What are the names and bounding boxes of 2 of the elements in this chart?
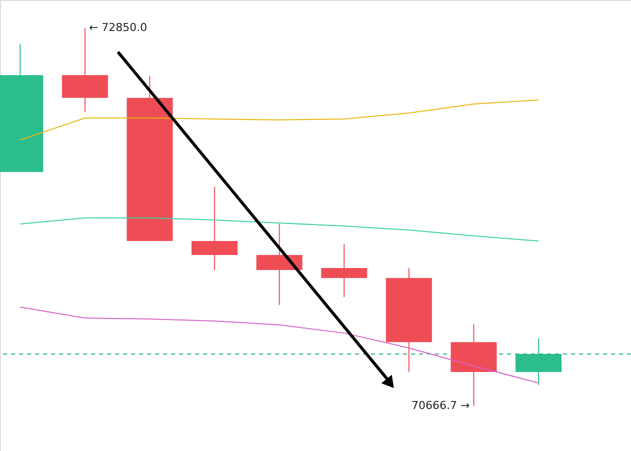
annotation: 70666.7 → <box>412 399 470 412</box>
annotation: ← 72850.0 <box>88 20 148 34</box>
